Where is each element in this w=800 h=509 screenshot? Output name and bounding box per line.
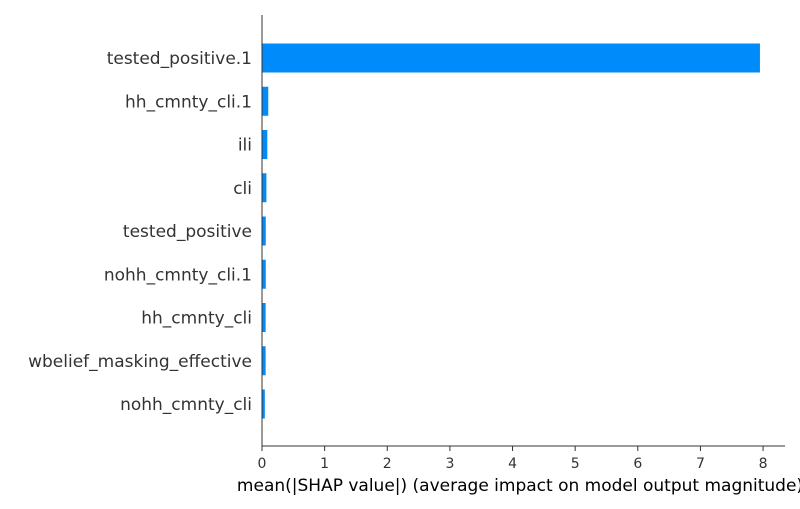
bar-tested_positive.1	[262, 43, 760, 73]
bar-hh_cmnty_cli	[262, 303, 266, 332]
x-ticks-group: 0 1 2 3 4 5 6 7 8	[258, 446, 768, 472]
x-tick-label: 1	[320, 456, 329, 472]
x-axis-title: mean(|SHAP value|) (average impact on mo…	[237, 476, 800, 496]
x-tick-label: 3	[445, 456, 454, 472]
category-label: cli	[233, 179, 252, 199]
category-label: tested_positive	[123, 222, 252, 242]
bar-nohh_cmnty_cli	[262, 389, 265, 419]
category-label: nohh_cmnty_cli.1	[104, 265, 252, 285]
bar-tested_positive	[262, 216, 266, 246]
x-tick-label: 0	[258, 456, 267, 472]
x-tick-label: 5	[571, 456, 580, 472]
category-label: hh_cmnty_cli.1	[125, 92, 252, 112]
bar-hh_cmnty_cli.1	[262, 86, 269, 116]
x-tick-label: 7	[696, 456, 705, 472]
bar-nohh_cmnty_cli.1	[262, 259, 266, 289]
x-tick-label: 4	[508, 456, 517, 472]
bar-wbelief_masking_effective	[262, 346, 266, 376]
category-label: wbelief_masking_effective	[28, 352, 252, 372]
category-label: nohh_cmnty_cli	[120, 395, 252, 415]
bars-group	[262, 43, 760, 419]
bar-cli	[262, 173, 267, 203]
x-tick-label: 2	[383, 456, 392, 472]
x-tick-label: 8	[759, 456, 768, 472]
bar-ili	[262, 130, 268, 159]
category-label: hh_cmnty_cli	[141, 309, 252, 329]
category-label: tested_positive.1	[107, 49, 252, 69]
x-tick-label: 6	[633, 456, 642, 472]
category-label: ili	[238, 136, 252, 156]
